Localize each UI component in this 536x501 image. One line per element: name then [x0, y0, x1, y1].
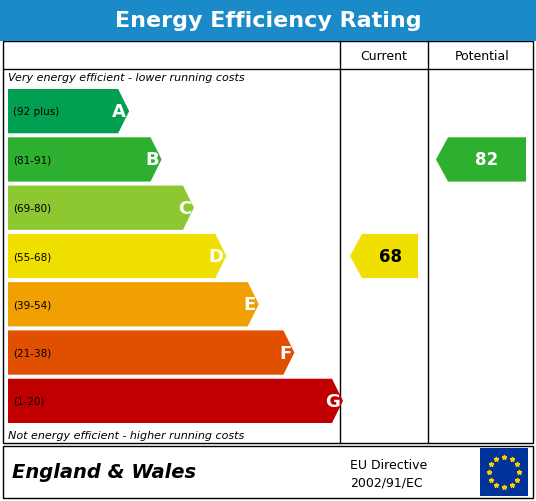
Text: (81-91): (81-91)	[13, 155, 51, 165]
Polygon shape	[8, 379, 343, 423]
Text: A: A	[112, 103, 126, 121]
Polygon shape	[8, 234, 226, 279]
Bar	[3, 42, 533, 443]
Text: F: F	[279, 344, 292, 362]
Text: (1-20): (1-20)	[13, 396, 44, 406]
Text: 68: 68	[378, 247, 401, 266]
Text: (55-68): (55-68)	[13, 252, 51, 262]
Text: EU Directive: EU Directive	[350, 458, 427, 471]
Text: C: C	[178, 199, 191, 217]
Polygon shape	[436, 138, 526, 182]
Text: Energy Efficiency Rating: Energy Efficiency Rating	[115, 11, 421, 31]
Text: 2002/91/EC: 2002/91/EC	[350, 476, 422, 489]
Text: Very energy efficient - lower running costs: Very energy efficient - lower running co…	[8, 73, 244, 83]
Text: (92 plus): (92 plus)	[13, 107, 59, 117]
Text: (39-54): (39-54)	[13, 300, 51, 310]
Polygon shape	[8, 283, 259, 327]
Polygon shape	[8, 138, 161, 182]
Text: (21-38): (21-38)	[13, 348, 51, 358]
Bar	[480, 448, 528, 496]
Text: (69-80): (69-80)	[13, 203, 51, 213]
Text: E: E	[243, 296, 256, 314]
Text: England & Wales: England & Wales	[12, 462, 196, 481]
Text: B: B	[145, 151, 159, 169]
Polygon shape	[8, 186, 194, 230]
Bar	[3, 446, 533, 498]
Polygon shape	[8, 90, 129, 134]
Polygon shape	[8, 331, 294, 375]
Bar	[0, 0, 536, 42]
Text: Current: Current	[361, 50, 407, 63]
Text: 82: 82	[475, 151, 498, 169]
Text: Not energy efficient - higher running costs: Not energy efficient - higher running co…	[8, 430, 244, 440]
Text: D: D	[209, 247, 224, 266]
Polygon shape	[350, 234, 418, 279]
Text: Potential: Potential	[455, 50, 509, 63]
Text: G: G	[325, 392, 340, 410]
